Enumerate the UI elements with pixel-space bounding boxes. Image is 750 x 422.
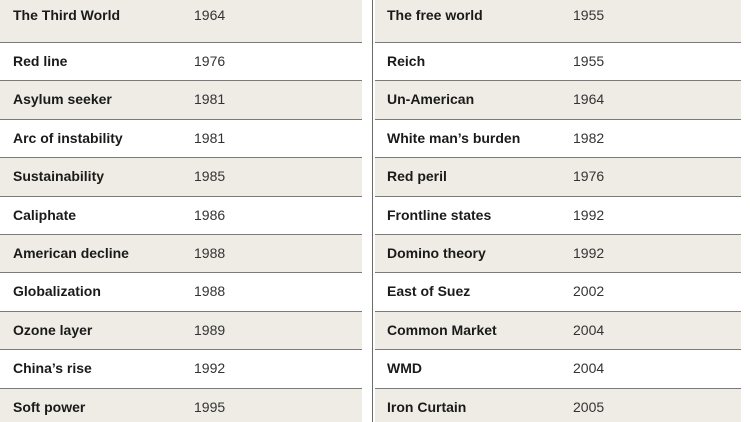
term-cell: The free world <box>387 7 483 23</box>
term-cell: Arc of instability <box>13 129 123 146</box>
table-row: Asylum seeker 1981 <box>0 80 362 119</box>
year-cell: 1988 <box>194 244 226 261</box>
year-cell: 1964 <box>194 7 226 23</box>
table-row: East of Suez 2002 <box>375 272 741 311</box>
term-cell: Red peril <box>387 168 447 185</box>
year-cell: 2004 <box>573 360 605 377</box>
year-cell: 1989 <box>194 321 226 338</box>
term-cell: Soft power <box>13 398 86 415</box>
term-cell: East of Suez <box>387 283 471 300</box>
term-cell: Iron Curtain <box>387 398 467 415</box>
year-cell: 1976 <box>194 53 226 69</box>
table-row: Sustainability 1985 <box>0 157 362 196</box>
column-divider <box>372 0 373 422</box>
table-row: Iron Curtain 2005 <box>375 387 741 422</box>
right-table: The free world 1955 Reich 1955 Un-Americ… <box>375 0 741 422</box>
table-row: Ozone layer 1989 <box>0 310 362 350</box>
year-cell: 1981 <box>194 91 226 108</box>
table-row: Globalization 1988 <box>0 272 362 311</box>
term-cell: Common Market <box>387 321 497 338</box>
table-row: Reich 1955 <box>375 42 741 81</box>
table-row: WMD 2004 <box>375 349 741 388</box>
term-cell: Sustainability <box>13 168 105 185</box>
year-cell: 2002 <box>573 283 605 300</box>
table-row: Un-American 1964 <box>375 80 741 119</box>
year-cell: 1992 <box>573 244 605 261</box>
year-cell: 1955 <box>573 7 605 23</box>
term-cell: Globalization <box>13 283 101 300</box>
term-cell: Caliphate <box>13 206 77 223</box>
year-cell: 1985 <box>194 168 226 185</box>
term-cell: Asylum seeker <box>13 91 112 108</box>
table-row: Red peril 1976 <box>375 157 741 196</box>
year-cell: 1988 <box>194 283 226 300</box>
table-row: American decline 1988 <box>0 233 362 273</box>
term-cell: American decline <box>13 244 129 261</box>
term-cell: Domino theory <box>387 244 486 261</box>
term-cell: Frontline states <box>387 206 492 223</box>
term-cell: The Third World <box>13 7 121 23</box>
table-row: China’s rise 1992 <box>0 349 362 388</box>
year-cell: 1986 <box>194 206 226 223</box>
table-row: White man’s burden 1982 <box>375 118 741 158</box>
year-cell: 1995 <box>194 398 226 415</box>
table-row: Common Market 2004 <box>375 310 741 350</box>
term-cell: China’s rise <box>13 360 92 377</box>
year-cell: 1992 <box>194 360 226 377</box>
year-cell: 1981 <box>194 129 226 146</box>
left-table: The Third World 1964 Red line 1976 Asylu… <box>0 0 362 422</box>
term-cell: Ozone layer <box>13 321 93 338</box>
table-row: The free world 1955 <box>375 0 741 42</box>
term-cell: WMD <box>387 360 422 377</box>
table-row: Domino theory 1992 <box>375 233 741 273</box>
year-cell: 2004 <box>573 321 605 338</box>
year-cell: 1955 <box>573 53 605 69</box>
table-row: Arc of instability 1981 <box>0 118 362 158</box>
table-row: Frontline states 1992 <box>375 195 741 234</box>
year-cell: 1982 <box>573 129 605 146</box>
year-cell: 1976 <box>573 168 605 185</box>
term-cell: Un-American <box>387 91 475 108</box>
term-cell: Reich <box>387 53 426 69</box>
table-row: The Third World 1964 <box>0 0 362 42</box>
year-cell: 2005 <box>573 398 605 415</box>
table-row: Red line 1976 <box>0 42 362 81</box>
table-row: Soft power 1995 <box>0 387 362 422</box>
term-cell: White man’s burden <box>387 129 521 146</box>
year-cell: 1992 <box>573 206 605 223</box>
table-row: Caliphate 1986 <box>0 195 362 234</box>
term-cell: Red line <box>13 53 68 69</box>
year-cell: 1964 <box>573 91 605 108</box>
